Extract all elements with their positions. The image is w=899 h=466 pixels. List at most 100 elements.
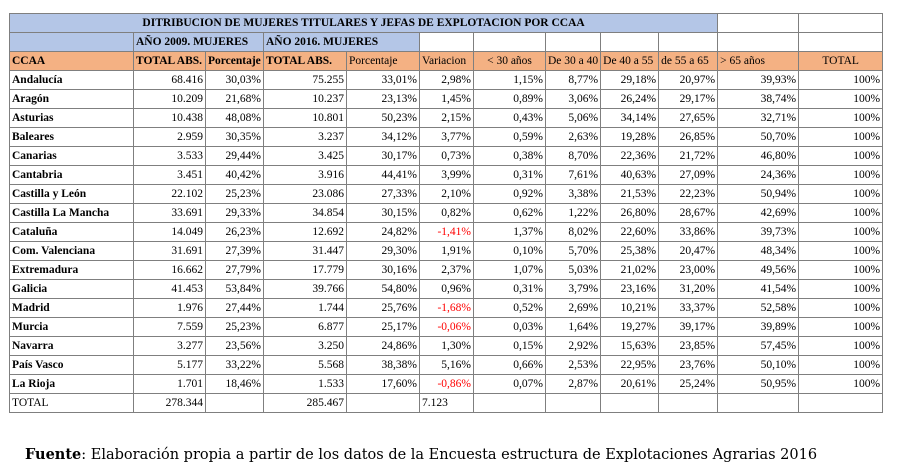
porcentaje-2009: 53,84% [205, 279, 264, 299]
pct-over-65: 41,54% [717, 279, 800, 299]
pct-40-55: 22,95% [600, 355, 660, 375]
pct-under-30: 0,31% [473, 165, 546, 185]
total-row: TOTAL 278.344 285.467 7.123 [9, 393, 884, 413]
variacion: 5,16% [419, 355, 474, 375]
total-pct: 100% [798, 260, 884, 280]
pct-55-65: 26,85% [658, 127, 719, 147]
ccaa-name: Baleares [9, 127, 134, 147]
total-abs-2009: 68.416 [133, 70, 206, 90]
pct-over-65: 50,95% [717, 374, 800, 394]
ccaa-name: País Vasco [9, 355, 134, 375]
blank-cell [544, 32, 602, 52]
ccaa-name: Galicia [9, 279, 134, 299]
pct-under-30: 0,92% [473, 184, 546, 204]
total-ccaa-name: TOTAL [9, 393, 134, 413]
total-empty-cell [600, 393, 660, 413]
total-abs-2009: 5.177 [133, 355, 206, 375]
pct-40-55: 40,63% [600, 165, 660, 185]
porcentaje-2009: 25,23% [205, 184, 264, 204]
table-title: DITRIBUCION DE MUJERES TITULARES Y JEFAS… [8, 13, 719, 33]
pct-55-65: 33,37% [658, 298, 719, 318]
ccaa-name: Asturias [9, 108, 134, 128]
porcentaje-2016: 33,01% [346, 70, 420, 90]
porcentaje-2016: 30,15% [346, 203, 420, 223]
pct-55-65: 23,76% [658, 355, 719, 375]
pct-over-65: 32,71% [717, 108, 800, 128]
table-row: Andalucía 68.416 30,03% 75.255 33,01% 2,98% 1,… [9, 70, 884, 90]
pct-over-65: 49,56% [717, 260, 800, 280]
variacion: 0,73% [419, 146, 474, 166]
pct-40-55: 19,27% [600, 317, 660, 337]
total-abs-2009: 16.662 [133, 260, 206, 280]
pct-over-65: 39,89% [717, 317, 800, 337]
column-header-total: TOTAL [798, 51, 884, 71]
pct-over-65: 24,36% [717, 165, 800, 185]
table-row: Murcia 7.559 25,23% 6.877 25,17% -0,06% 0,03% 1… [9, 317, 884, 337]
porcentaje-2009: 48,08% [205, 108, 264, 128]
pct-55-65: 27,09% [658, 165, 719, 185]
pct-over-65: 48,34% [717, 241, 800, 261]
pct-over-65: 39,93% [717, 70, 800, 90]
table-row: Cantabria 3.451 40,42% 3.916 44,41% 3,99% 0,31… [9, 165, 884, 185]
porcentaje-2016: 38,38% [346, 355, 420, 375]
table-row: País Vasco 5.177 33,22% 5.568 38,38% 5,16% 0,6… [9, 355, 884, 375]
group-header-2009: AÑO 2009. MUJERES [133, 32, 264, 52]
pct-30-40: 2,92% [544, 336, 602, 356]
pct-30-40: 2,87% [544, 374, 602, 394]
title-row: DITRIBUCION DE MUJERES TITULARES Y JEFAS… [8, 13, 884, 33]
pct-30-40: 8,77% [544, 70, 602, 90]
porcentaje-2016: 25,17% [346, 317, 420, 337]
ccaa-name: Navarra [9, 336, 134, 356]
variacion: 0,96% [419, 279, 474, 299]
porcentaje-2016: 17,60% [346, 374, 420, 394]
column-header-ccaa: CCAA [9, 51, 134, 71]
total-pct: 100% [798, 374, 884, 394]
variacion: -1,68% [419, 298, 474, 318]
ccaa-name: Extremadura [9, 260, 134, 280]
blank-cell [717, 13, 800, 33]
total-pct: 100% [798, 279, 884, 299]
pct-30-40: 8,70% [544, 146, 602, 166]
variacion: 2,37% [419, 260, 474, 280]
porcentaje-2016: 30,17% [346, 146, 420, 166]
pct-under-30: 0,59% [473, 127, 546, 147]
total-pct: 100% [798, 108, 884, 128]
pct-55-65: 27,65% [658, 108, 719, 128]
pct-40-55: 21,02% [600, 260, 660, 280]
pct-over-65: 50,70% [717, 127, 800, 147]
ccaa-name: Castilla y León [9, 184, 134, 204]
porcentaje-2009: 29,33% [205, 203, 264, 223]
total-abs-2009: 41.453 [133, 279, 206, 299]
column-header-total-abs-2016: TOTAL ABS. [263, 51, 347, 71]
pct-under-30: 1,37% [473, 222, 546, 242]
variacion: 3,77% [419, 127, 474, 147]
table-row: Com. Valenciana 31.691 27,39% 31.447 29,30% 1… [9, 241, 884, 261]
total-abs-2016: 3.425 [263, 146, 347, 166]
total-pct: 100% [798, 70, 884, 90]
total-total-abs-2016: 285.467 [263, 393, 347, 413]
variacion: 2,98% [419, 70, 474, 90]
porcentaje-2016: 25,76% [346, 298, 420, 318]
pct-40-55: 20,61% [600, 374, 660, 394]
pct-under-30: 0,52% [473, 298, 546, 318]
blank-cell [419, 32, 474, 52]
pct-55-65: 33,86% [658, 222, 719, 242]
group-header-blank [9, 32, 134, 52]
total-pct: 100% [798, 165, 884, 185]
blank-cell [798, 32, 884, 52]
column-header-porcentaje-2009: Porcentaje [205, 51, 264, 71]
total-abs-2016: 23.086 [263, 184, 347, 204]
pct-55-65: 39,17% [658, 317, 719, 337]
total-abs-2016: 5.568 [263, 355, 347, 375]
pct-30-40: 2,53% [544, 355, 602, 375]
total-abs-2016: 34.854 [263, 203, 347, 223]
column-header-under-30: < 30 años [473, 51, 546, 71]
pct-40-55: 23,16% [600, 279, 660, 299]
ccaa-name: Castilla La Mancha [9, 203, 134, 223]
variacion: 1,45% [419, 89, 474, 109]
group-header-row: AÑO 2009. MUJERES AÑO 2016. MUJERES [9, 32, 884, 52]
pct-over-65: 38,74% [717, 89, 800, 109]
pct-over-65: 46,80% [717, 146, 800, 166]
variacion: -0,06% [419, 317, 474, 337]
total-pct: 100% [798, 89, 884, 109]
